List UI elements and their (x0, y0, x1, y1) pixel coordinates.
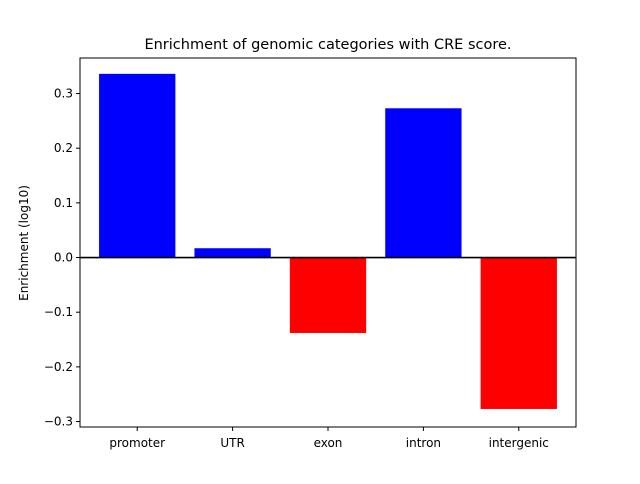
y-tick-label: −0.3 (44, 415, 73, 429)
y-tick-label: 0.2 (54, 141, 73, 155)
y-tick-label: −0.1 (44, 305, 73, 319)
x-axis-ticks: promoter UTR exon intron intergenic (109, 427, 549, 450)
y-axis-label: Enrichment (log10) (17, 185, 31, 301)
bar-intergenic (480, 257, 557, 409)
x-tick-label: promoter (109, 436, 165, 450)
y-axis-ticks: −0.3 −0.2 −0.1 0.0 0.1 0.2 0.3 (44, 87, 80, 429)
y-tick-label: 0.3 (54, 87, 73, 101)
bar-UTR (194, 248, 271, 258)
y-tick-label: 0.1 (54, 196, 73, 210)
y-tick-label: −0.2 (44, 360, 73, 374)
bar-intron (385, 108, 462, 258)
x-tick-label: exon (314, 436, 343, 450)
x-tick-label: UTR (220, 436, 244, 450)
bar-promoter (99, 73, 176, 258)
chart-title: Enrichment of genomic categories with CR… (144, 37, 511, 53)
x-tick-label: intergenic (489, 436, 549, 450)
y-tick-label: 0.0 (54, 251, 73, 265)
bar-exon (289, 257, 367, 333)
x-tick-label: intron (406, 436, 441, 450)
plot-frame (79, 57, 577, 428)
bars-layer (99, 73, 557, 409)
